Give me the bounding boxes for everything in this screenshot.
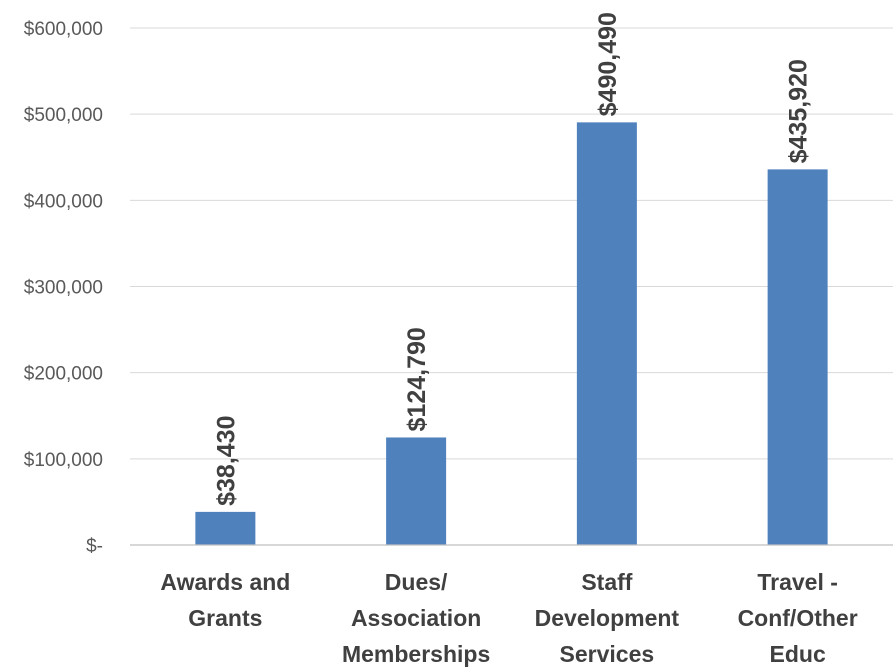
bar	[767, 169, 828, 545]
bar	[576, 122, 637, 545]
data-labels: $38,430 $124,790 $490,490 $435,920	[212, 12, 812, 506]
y-tick-label: $300,000	[24, 278, 103, 299]
gridlines	[130, 27, 893, 460]
bars	[195, 122, 828, 545]
x-tick-label: Staff Development Services	[535, 569, 680, 667]
data-label: $435,920	[785, 59, 813, 163]
bar	[195, 511, 256, 545]
bar	[386, 437, 447, 545]
data-label: $490,490	[594, 12, 622, 116]
x-tick-label: Travel -Conf/Other Educ	[738, 569, 858, 667]
data-label: $124,790	[403, 327, 431, 431]
x-tick-label: Dues/Association Memberships	[342, 569, 490, 667]
y-tick-label: $600,000	[24, 19, 103, 40]
y-tick-label: $200,000	[24, 364, 103, 385]
y-axis-ticks: $- $100,000 $200,000 $300,000 $400,000 $500,0…	[24, 19, 103, 557]
y-tick-label: $400,000	[24, 191, 103, 212]
y-tick-label: $500,000	[24, 105, 103, 126]
x-tick-label: Awards and Grants	[160, 569, 290, 631]
x-axis-ticks: Awards and Grants Dues/Association Membersh…	[160, 569, 857, 667]
data-label: $38,430	[212, 416, 240, 506]
y-tick-label: $100,000	[24, 450, 103, 471]
y-tick-label: $-	[86, 536, 103, 557]
